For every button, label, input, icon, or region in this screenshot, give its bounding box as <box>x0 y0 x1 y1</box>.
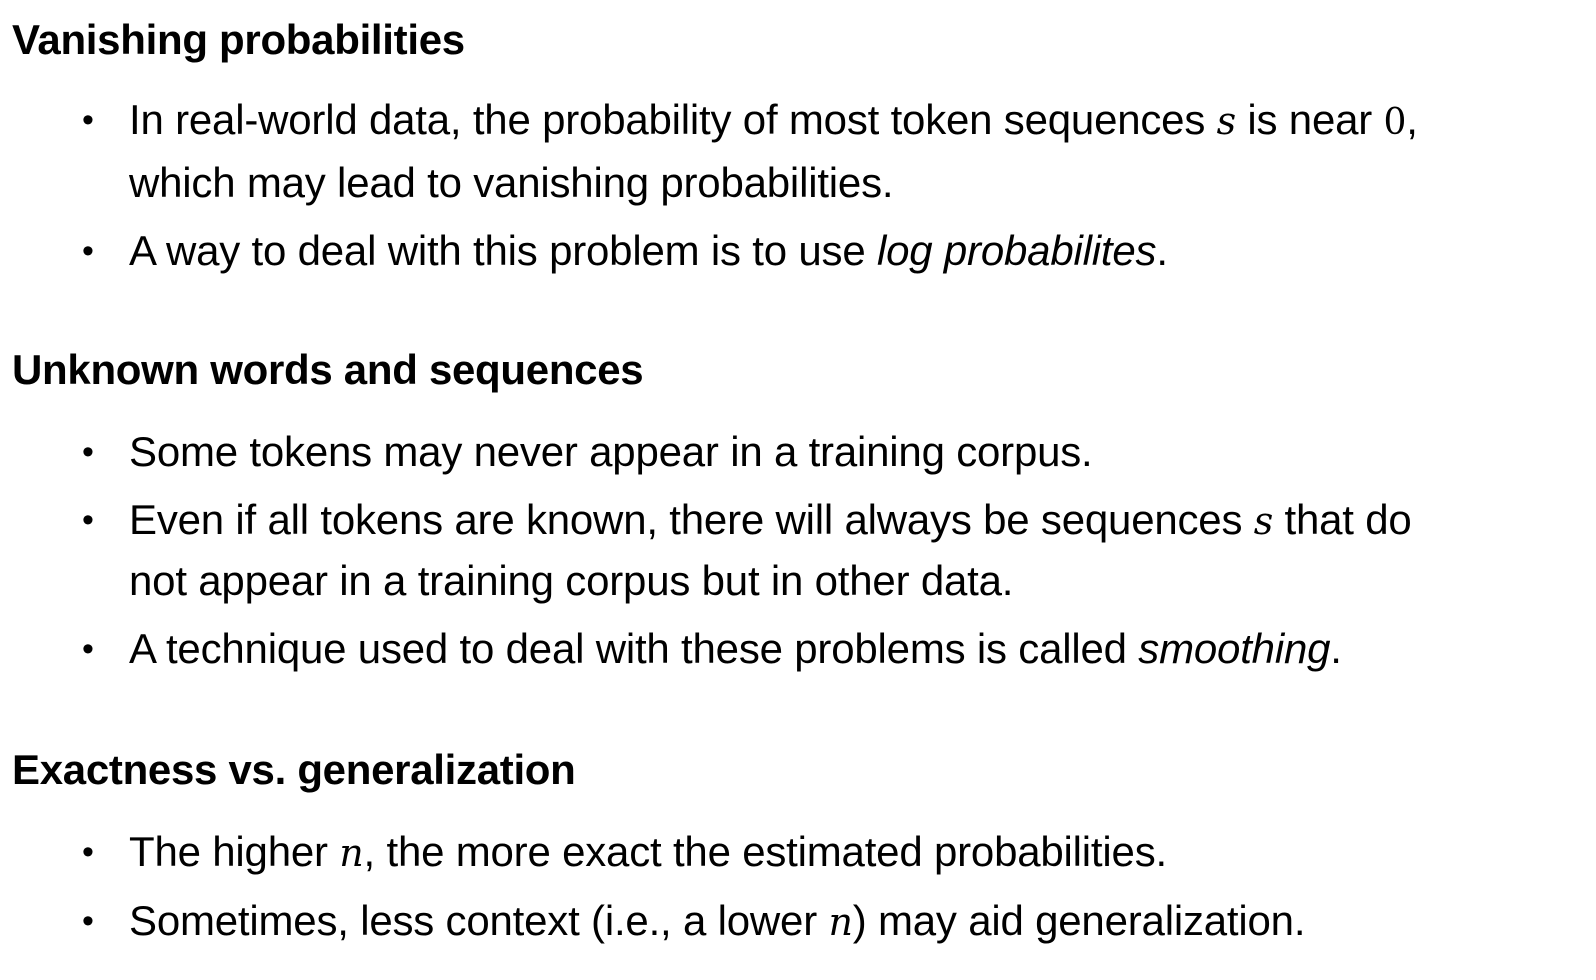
item-text: A technique used to deal with these prob… <box>129 625 1139 672</box>
list-item: • The higher n, the more exact the estim… <box>12 822 1582 883</box>
bullet-icon: • <box>82 433 94 471</box>
bullet-icon: • <box>82 902 94 940</box>
item-text: In real-world data, the probability of m… <box>129 96 1217 143</box>
item-text: Some tokens may never appear in a traini… <box>129 428 1093 475</box>
item-text: Even if all tokens are known, there will… <box>129 496 1254 543</box>
section-vanishing-probabilities: Vanishing probabilities • In real-world … <box>12 16 1582 281</box>
bullet-list: • Some tokens may never appear in a trai… <box>12 422 1582 679</box>
item-text: . <box>1156 227 1168 274</box>
list-item: • Even if all tokens are known, there wi… <box>12 490 1582 611</box>
section-heading: Exactness vs. generalization <box>12 746 576 793</box>
bullet-list: • The higher n, the more exact the estim… <box>12 822 1582 952</box>
item-text: , <box>1406 96 1418 143</box>
item-text: , the more exact the estimated probabili… <box>363 828 1168 875</box>
bullet-icon: • <box>82 630 94 668</box>
math-symbol: n <box>339 831 364 875</box>
section-heading: Vanishing probabilities <box>12 16 465 63</box>
math-symbol: 0 <box>1383 102 1407 143</box>
item-text: ) may aid generalization. <box>852 897 1306 944</box>
bullet-icon: • <box>82 501 94 539</box>
emphasized-term: smoothing <box>1138 625 1331 672</box>
bullet-icon: • <box>82 833 94 871</box>
item-text: . <box>1330 625 1342 672</box>
math-symbol: s <box>1216 99 1237 143</box>
item-text: not appear in a training corpus but in o… <box>129 557 1014 604</box>
section-unknown-words: Unknown words and sequences • Some token… <box>12 346 1582 679</box>
item-text: The higher <box>129 828 340 875</box>
item-text: is near <box>1235 96 1384 143</box>
item-text: which may lead to vanishing probabilitie… <box>129 159 894 206</box>
list-item: • In real-world data, the probability of… <box>12 90 1582 213</box>
emphasized-term: log probabilites <box>876 227 1157 274</box>
section-heading: Unknown words and sequences <box>12 346 644 393</box>
bullet-icon: • <box>82 101 94 139</box>
item-text: A way to deal with this problem is to us… <box>129 227 877 274</box>
bullet-icon: • <box>82 232 94 270</box>
list-item: • Some tokens may never appear in a trai… <box>12 422 1582 482</box>
item-text: that do <box>1273 496 1412 543</box>
item-text: Sometimes, less context (i.e., a lower <box>129 897 829 944</box>
math-symbol: s <box>1253 499 1274 543</box>
section-exactness-vs-generalization: Exactness vs. generalization • The highe… <box>12 746 1582 952</box>
math-symbol: n <box>828 900 853 944</box>
list-item: • A way to deal with this problem is to … <box>12 221 1582 281</box>
list-item: • A technique used to deal with these pr… <box>12 619 1582 679</box>
list-item: • Sometimes, less context (i.e., a lower… <box>12 891 1582 952</box>
bullet-list: • In real-world data, the probability of… <box>12 90 1582 281</box>
